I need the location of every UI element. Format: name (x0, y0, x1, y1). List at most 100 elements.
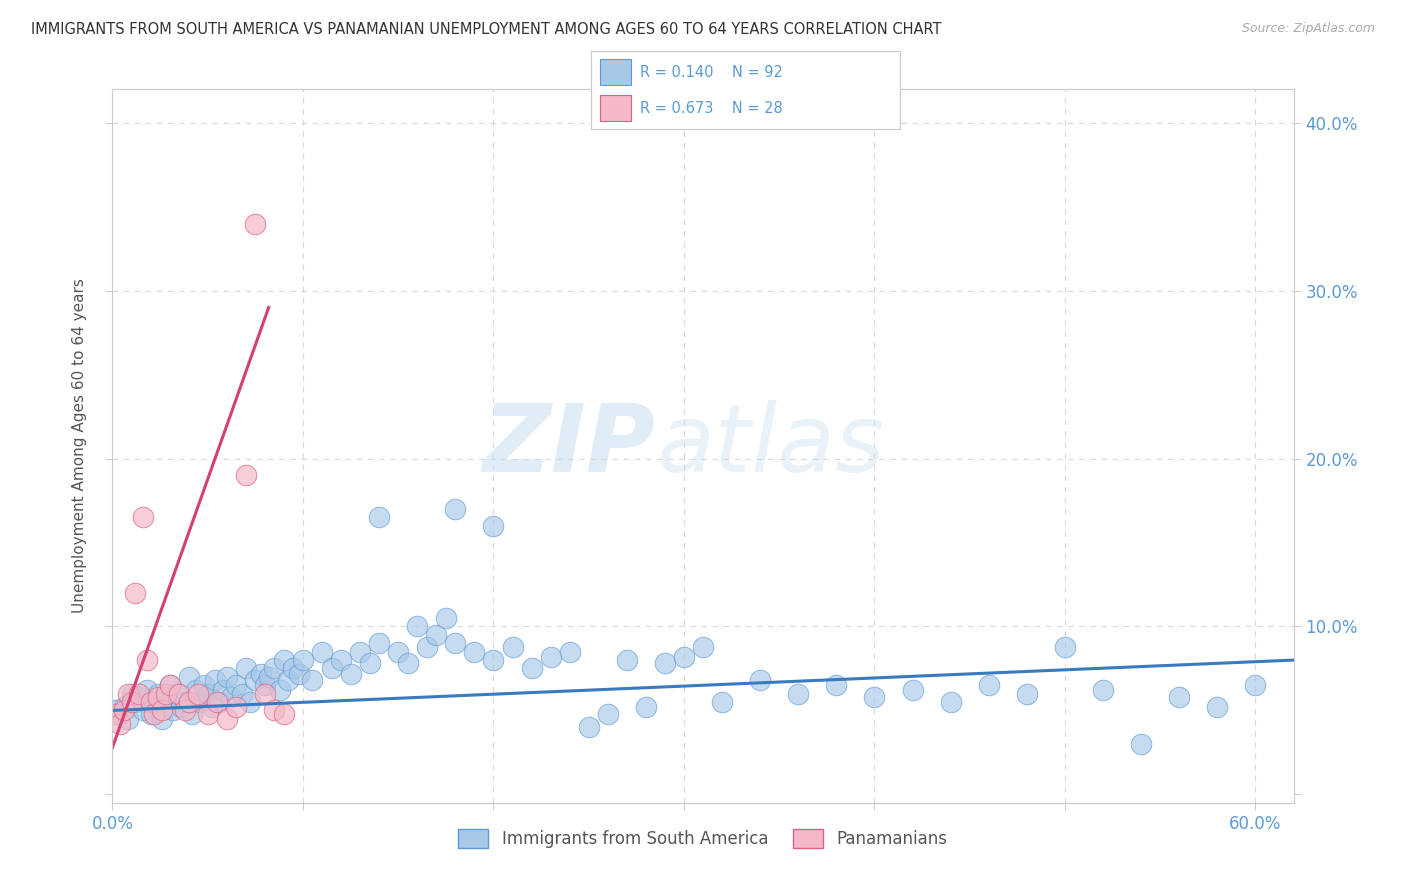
Text: atlas: atlas (655, 401, 884, 491)
Point (143, 706, 166, 721)
Point (128, 687, 150, 701)
Point (112, 700, 135, 714)
Point (277, 673, 299, 688)
Text: R = 0.140    N = 92: R = 0.140 N = 92 (640, 64, 783, 79)
Point (540, 649, 562, 664)
Point (166, 687, 188, 701)
Point (150, 703, 173, 717)
Point (117, 712, 139, 726)
Point (207, 695, 229, 709)
Point (482, 653, 505, 667)
Point (396, 657, 419, 671)
Point (167, 687, 190, 701)
Point (863, 690, 886, 704)
Point (204, 673, 226, 688)
Point (132, 510, 155, 524)
Y-axis label: Unemployment Among Ages 60 to 64 years: Unemployment Among Ages 60 to 64 years (72, 278, 87, 614)
Point (186, 683, 208, 698)
Point (616, 653, 638, 667)
Point (291, 653, 314, 667)
Point (124, 695, 146, 709)
Point (121, 687, 143, 701)
Point (108, 717, 131, 731)
Point (250, 666, 273, 681)
Point (159, 678, 181, 692)
Point (173, 703, 195, 717)
Point (121, 695, 143, 709)
Point (301, 673, 323, 688)
Point (406, 619, 429, 633)
Point (173, 695, 195, 709)
Point (105, 703, 128, 717)
Point (177, 670, 200, 684)
Point (749, 673, 772, 688)
Point (425, 628, 447, 642)
Point (253, 678, 276, 692)
Text: ZIP: ZIP (482, 400, 655, 492)
Point (1206, 700, 1229, 714)
Point (977, 678, 1000, 692)
Point (208, 695, 231, 709)
Point (253, 687, 276, 701)
Point (245, 673, 267, 688)
Point (245, 217, 267, 231)
Point (558, 645, 581, 659)
Point (215, 712, 238, 726)
Point (339, 666, 361, 681)
Point (330, 653, 353, 667)
Point (1244, 678, 1267, 692)
Point (155, 690, 177, 704)
Point (387, 645, 409, 659)
Text: Source: ZipAtlas.com: Source: ZipAtlas.com (1241, 22, 1375, 36)
Point (155, 687, 177, 701)
Point (939, 695, 962, 709)
Point (177, 695, 200, 709)
Point (416, 640, 439, 654)
Point (112, 703, 135, 717)
Point (215, 670, 238, 684)
Point (181, 706, 204, 721)
Point (124, 586, 146, 600)
Text: IMMIGRANTS FROM SOUTH AMERICA VS PANAMANIAN UNEMPLOYMENT AMONG AGES 60 TO 64 YEA: IMMIGRANTS FROM SOUTH AMERICA VS PANAMAN… (31, 22, 942, 37)
Point (159, 678, 181, 692)
Point (711, 695, 734, 709)
Point (578, 720, 600, 734)
Point (257, 670, 280, 684)
Point (212, 683, 235, 698)
Point (825, 678, 848, 692)
Point (263, 703, 285, 717)
Point (263, 661, 285, 675)
Point (283, 661, 305, 675)
Point (311, 645, 333, 659)
Point (148, 690, 170, 704)
Point (239, 695, 262, 709)
Point (1130, 737, 1153, 751)
Point (200, 700, 222, 714)
Point (321, 661, 343, 675)
Point (273, 653, 295, 667)
Point (225, 700, 247, 714)
Point (150, 712, 173, 726)
Point (139, 706, 162, 721)
Point (135, 653, 157, 667)
Point (901, 683, 924, 698)
Point (143, 695, 166, 709)
Point (502, 640, 524, 654)
Point (132, 703, 155, 717)
Point (117, 687, 139, 701)
Text: R = 0.673    N = 28: R = 0.673 N = 28 (640, 101, 783, 116)
Point (193, 678, 215, 692)
Point (135, 683, 157, 698)
Point (368, 636, 391, 650)
Point (197, 687, 219, 701)
Point (162, 703, 184, 717)
Point (128, 690, 150, 704)
Point (235, 661, 257, 675)
Point (654, 657, 676, 671)
Point (434, 611, 457, 625)
Point (520, 661, 543, 675)
Point (672, 649, 695, 664)
Point (349, 645, 371, 659)
Point (359, 657, 381, 671)
Point (1168, 690, 1191, 704)
